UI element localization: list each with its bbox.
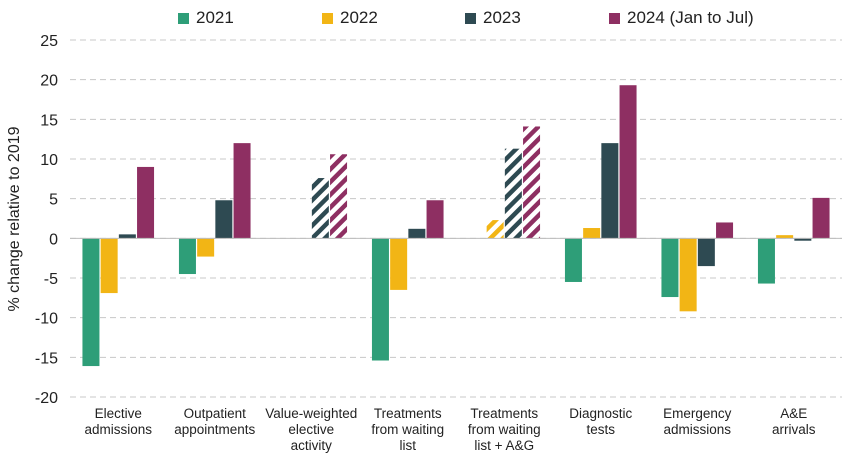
x-category-label: Value-weighted elective activity [265, 406, 357, 453]
bar-2022-cat-5 [583, 228, 601, 239]
legend-label-2021: 2021 [196, 8, 234, 27]
y-axis-title: % change relative to 2019 [6, 126, 23, 311]
y-tick-label: -10 [35, 311, 58, 328]
y-tick-label: 5 [49, 192, 58, 209]
x-category-label: Treatments from waiting list [371, 406, 444, 453]
x-category-label-line: Outpatient [184, 406, 247, 421]
x-category-label: Diagnostic tests [569, 406, 632, 437]
bar-2022-cat-7 [776, 235, 794, 239]
x-category-label-line: list [400, 438, 417, 453]
bar-2021-cat-1 [178, 238, 196, 275]
bar-2023-cat-3 [408, 228, 426, 239]
x-category-label-line: appointments [174, 422, 255, 437]
y-tick-label: 20 [40, 73, 58, 90]
chart-legend: 2021 2022 2023 2024 (Jan to Jul) [0, 8, 848, 30]
bar-2023-cat-7 [794, 238, 812, 241]
bar-2021-cat-6 [661, 238, 679, 298]
bar-2024-cat-6 [716, 222, 734, 239]
x-category-label-line: Treatments [374, 406, 442, 421]
bar-2023-cat-2 [311, 178, 329, 239]
bars [70, 85, 842, 367]
bar-2023-cat-1 [215, 200, 233, 239]
x-category-label-line: Treatments [470, 406, 538, 421]
bar-2021-cat-5 [564, 238, 582, 282]
bar-2022-cat-1 [197, 238, 215, 257]
x-category-label-line: Diagnostic [569, 406, 632, 421]
legend-swatch-2023 [465, 12, 476, 24]
bar-2022-cat-0 [100, 238, 118, 294]
gridlines [70, 39, 842, 398]
x-category-label-line: activity [291, 438, 333, 453]
y-tick-label: 0 [49, 231, 58, 248]
x-category-label-line: Elective [95, 406, 142, 421]
x-category-label-line: tests [586, 422, 615, 437]
legend-label-2022: 2022 [340, 8, 378, 27]
x-category-label-line: list + A&G [474, 438, 534, 453]
bar-2024-cat-1 [233, 143, 251, 239]
x-category-label: A&E arrivals [772, 406, 816, 437]
bar-2021-cat-3 [371, 238, 389, 361]
x-category-label-line: Value-weighted [265, 406, 357, 421]
legend-item-2022: 2022 [322, 8, 378, 28]
legend-item-2021: 2021 [178, 8, 234, 28]
x-category-label: Elective admissions [84, 406, 152, 437]
legend-swatch-2022 [322, 12, 333, 24]
x-category-label-line: admissions [84, 422, 152, 437]
bar-2021-cat-0 [82, 238, 100, 367]
x-category-label: Outpatient appointments [174, 406, 255, 437]
y-tick-label: 25 [40, 33, 58, 50]
x-category-label-line: elective [288, 422, 334, 437]
x-category-label-line: arrivals [772, 422, 816, 437]
y-tick-label: -20 [35, 390, 58, 407]
bar-2024-cat-5 [619, 85, 637, 239]
y-tick-label: 10 [40, 152, 58, 169]
bar-2023-cat-6 [697, 238, 715, 267]
legend-label-2023: 2023 [483, 8, 521, 27]
y-tick-label: -15 [35, 350, 58, 367]
bar-2023-cat-5 [601, 143, 619, 239]
bar-2024-cat-4 [523, 126, 541, 239]
legend-swatch-2024 [609, 12, 620, 24]
x-category-label-line: admissions [663, 422, 731, 437]
bar-2023-cat-0 [118, 234, 136, 239]
x-category-label-line: from waiting [371, 422, 444, 437]
bar-2024-cat-0 [137, 166, 155, 239]
bar-2024-cat-3 [426, 200, 444, 239]
y-tick-label: 15 [40, 112, 58, 129]
legend-item-2024: 2024 (Jan to Jul) [609, 8, 754, 28]
x-category-label: Emergency admissions [663, 406, 732, 437]
y-tick-label: -5 [44, 271, 58, 288]
bar-2022-cat-4 [486, 220, 504, 239]
x-category-label-line: Emergency [663, 406, 732, 421]
x-category-label-line: A&E [780, 406, 807, 421]
legend-swatch-2021 [178, 12, 189, 24]
bar-2021-cat-7 [757, 238, 775, 284]
bar-2023-cat-4 [504, 148, 522, 239]
bar-2022-cat-6 [679, 238, 697, 312]
y-axis-ticks: -20 -15 -10 -5 0 5 10 15 20 25 [35, 33, 58, 407]
bar-2022-cat-3 [390, 238, 408, 290]
legend-label-2024: 2024 (Jan to Jul) [627, 8, 754, 27]
legend-item-2023: 2023 [465, 8, 521, 28]
bar-2024-cat-2 [330, 154, 348, 239]
bar-2024-cat-7 [812, 197, 830, 239]
x-category-label: Treatments from waiting list + A&G [468, 406, 541, 453]
x-category-label-line: from waiting [468, 422, 541, 437]
